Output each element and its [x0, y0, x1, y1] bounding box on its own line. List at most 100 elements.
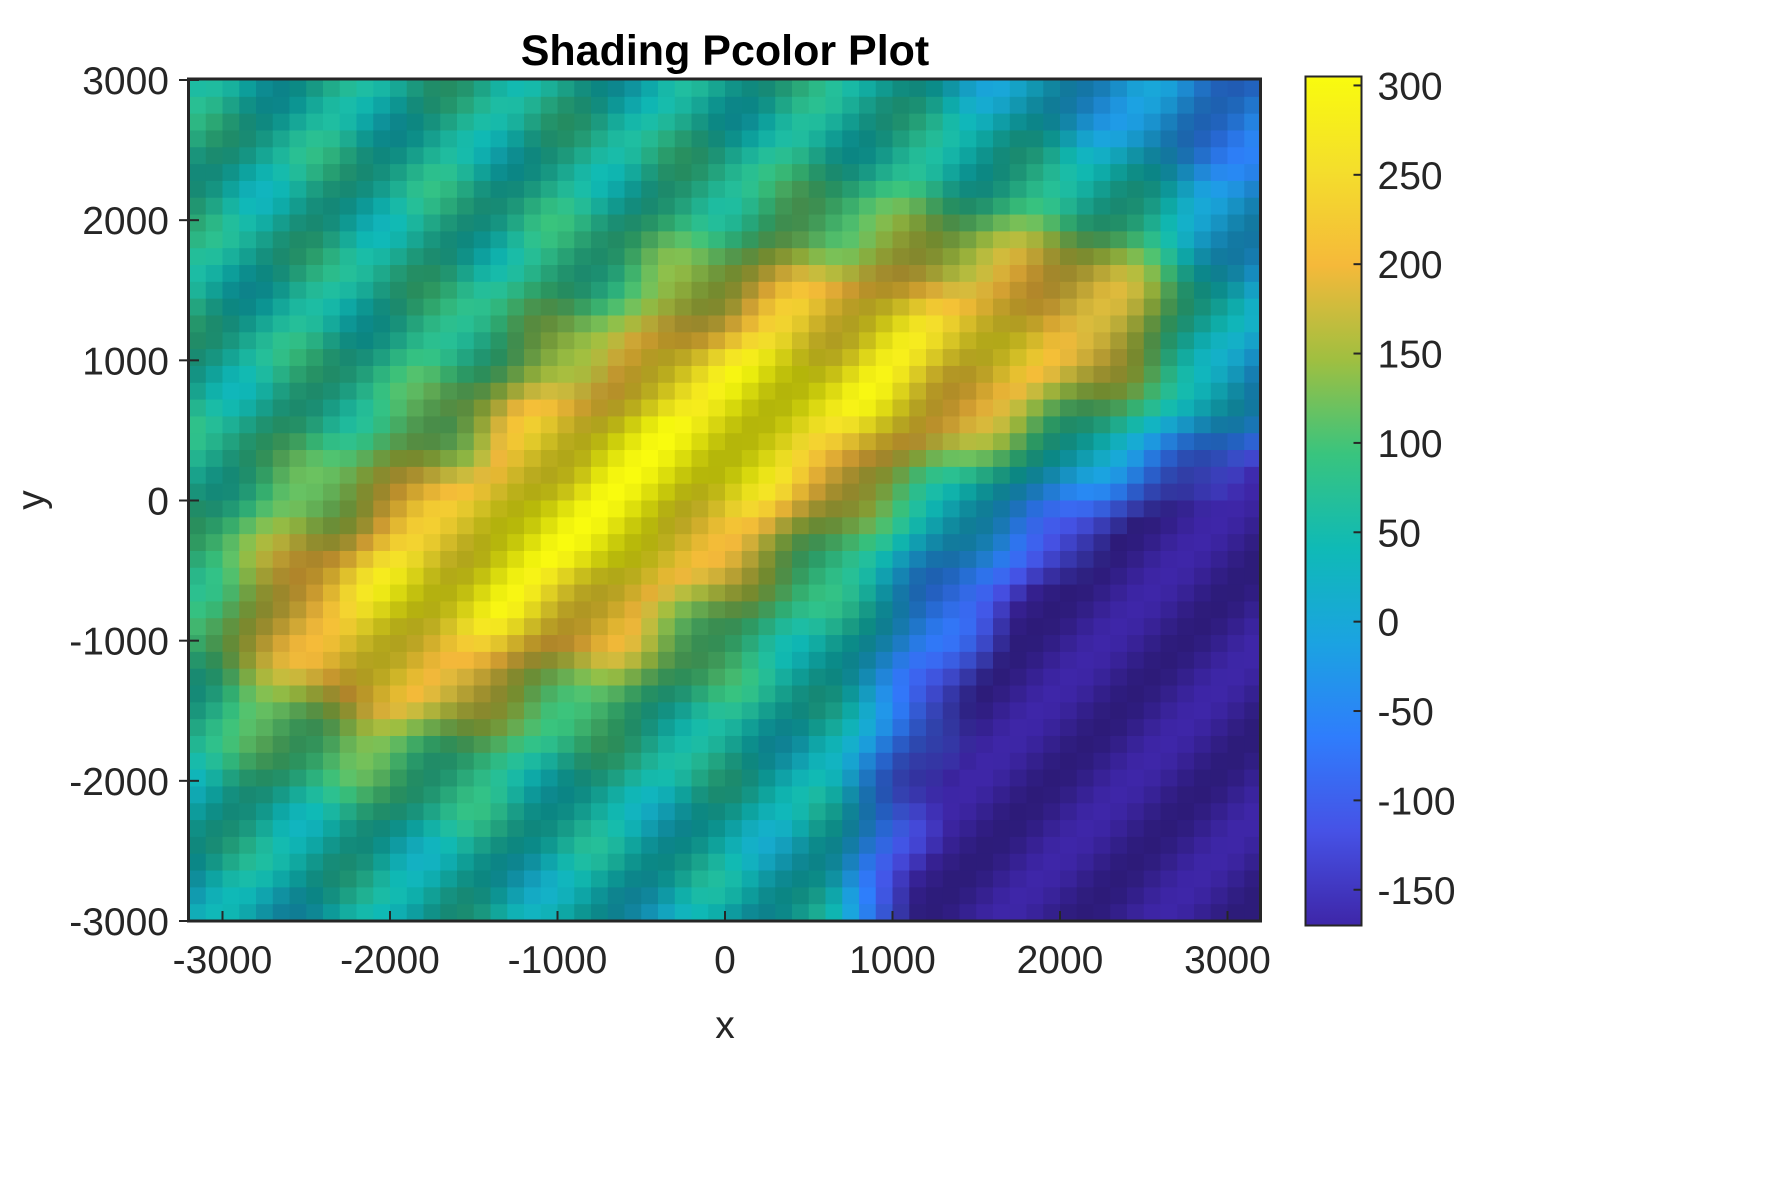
heatmap-cell: [708, 517, 726, 535]
heatmap-cell: [808, 382, 827, 401]
heatmap-cell: [1076, 450, 1095, 468]
heatmap-cell: [1043, 483, 1061, 502]
heatmap-cell: [909, 147, 927, 165]
heatmap-cell: [875, 735, 894, 754]
heatmap-cell: [574, 147, 592, 165]
heatmap-cell: [507, 130, 525, 148]
heatmap-cell: [1177, 214, 1195, 232]
heatmap-cell: [323, 702, 341, 720]
heatmap-cell: [758, 668, 776, 687]
heatmap-cell: [909, 735, 927, 754]
heatmap-cell: [959, 113, 977, 132]
heatmap-cell: [1244, 483, 1261, 502]
heatmap-cell: [574, 365, 592, 384]
heatmap-cell: [708, 130, 726, 148]
heatmap-cell: [490, 870, 508, 888]
heatmap-cell: [423, 365, 441, 384]
heatmap-cell: [356, 517, 374, 535]
heatmap-cell: [674, 719, 693, 737]
heatmap-cell: [942, 836, 961, 855]
heatmap-cell: [758, 483, 776, 502]
heatmap-cell: [624, 836, 642, 855]
heatmap-cell: [775, 500, 793, 518]
heatmap-cell: [1227, 197, 1245, 216]
heatmap-cell: [607, 584, 626, 603]
heatmap-cell: [323, 382, 341, 401]
heatmap-cell: [942, 786, 961, 804]
heatmap-cell: [323, 248, 341, 266]
heatmap-cell: [775, 887, 793, 905]
heatmap-cell: [272, 887, 291, 905]
heatmap-cell: [725, 584, 743, 603]
heatmap-cell: [741, 399, 760, 417]
heatmap-cell: [792, 601, 810, 619]
heatmap-cell: [859, 786, 877, 804]
heatmap-cell: [507, 450, 525, 468]
heatmap-cell: [524, 130, 542, 148]
heatmap-cell: [1244, 197, 1261, 216]
heatmap-cell: [1110, 769, 1128, 788]
heatmap-cell: [373, 349, 391, 367]
heatmap-cell: [524, 382, 542, 401]
heatmap-cell: [1194, 803, 1212, 821]
heatmap-cell: [1127, 466, 1145, 485]
heatmap-cell: [674, 584, 693, 603]
heatmap-cell: [272, 853, 291, 872]
heatmap-cell: [390, 214, 408, 232]
heatmap-cell: [758, 702, 776, 720]
heatmap-cell: [909, 769, 927, 788]
heatmap-cell: [256, 399, 274, 417]
heatmap-cell: [524, 180, 542, 199]
heatmap-cell: [1127, 349, 1145, 367]
heatmap-cell: [490, 80, 508, 98]
heatmap-cell: [842, 769, 860, 788]
heatmap-cell: [1194, 853, 1212, 872]
heatmap-cell: [892, 635, 910, 653]
heatmap-cell: [1177, 281, 1195, 300]
heatmap-cell: [222, 870, 240, 888]
heatmap-cell: [356, 231, 374, 249]
heatmap-cell: [825, 786, 843, 804]
heatmap-cell: [574, 315, 592, 333]
heatmap-cell: [1160, 803, 1178, 821]
heatmap-cell: [1244, 618, 1261, 636]
heatmap-cell: [674, 685, 693, 703]
heatmap-cell: [1043, 466, 1061, 485]
heatmap-cell: [406, 685, 425, 703]
heatmap-cell: [959, 904, 977, 921]
heatmap-cell: [1076, 349, 1095, 367]
heatmap-cell: [256, 281, 274, 300]
heatmap-cell: [306, 836, 324, 855]
heatmap-cell: [691, 769, 709, 788]
heatmap-cell: [272, 113, 291, 132]
heatmap-cell: [272, 719, 291, 737]
heatmap-cell: [557, 281, 575, 300]
heatmap-cell: [775, 433, 793, 451]
heatmap-cell: [708, 265, 726, 283]
heatmap-cell: [239, 702, 257, 720]
heatmap-cell: [808, 820, 827, 838]
heatmap-cell: [574, 534, 592, 552]
heatmap-cell: [524, 433, 542, 451]
heatmap-cell: [507, 550, 525, 569]
heatmap-cell: [591, 601, 609, 619]
heatmap-cell: [339, 517, 358, 535]
heatmap-cell: [440, 702, 458, 720]
heatmap-cell: [189, 618, 207, 636]
heatmap-cell: [1043, 853, 1061, 872]
heatmap-cell: [373, 332, 391, 350]
heatmap-cell: [1076, 517, 1095, 535]
heatmap-cell: [1244, 180, 1261, 199]
heatmap-cell: [256, 265, 274, 283]
heatmap-cell: [909, 853, 927, 872]
heatmap-cell: [557, 315, 575, 333]
heatmap-cell: [875, 265, 894, 283]
heatmap-cell: [725, 853, 743, 872]
heatmap-cell: [691, 399, 709, 417]
heatmap-cell: [792, 349, 810, 367]
heatmap-cell: [825, 534, 843, 552]
heatmap-cell: [524, 164, 542, 182]
heatmap-cell: [976, 550, 994, 569]
heatmap-cell: [1210, 214, 1229, 232]
heatmap-cell: [473, 769, 492, 788]
